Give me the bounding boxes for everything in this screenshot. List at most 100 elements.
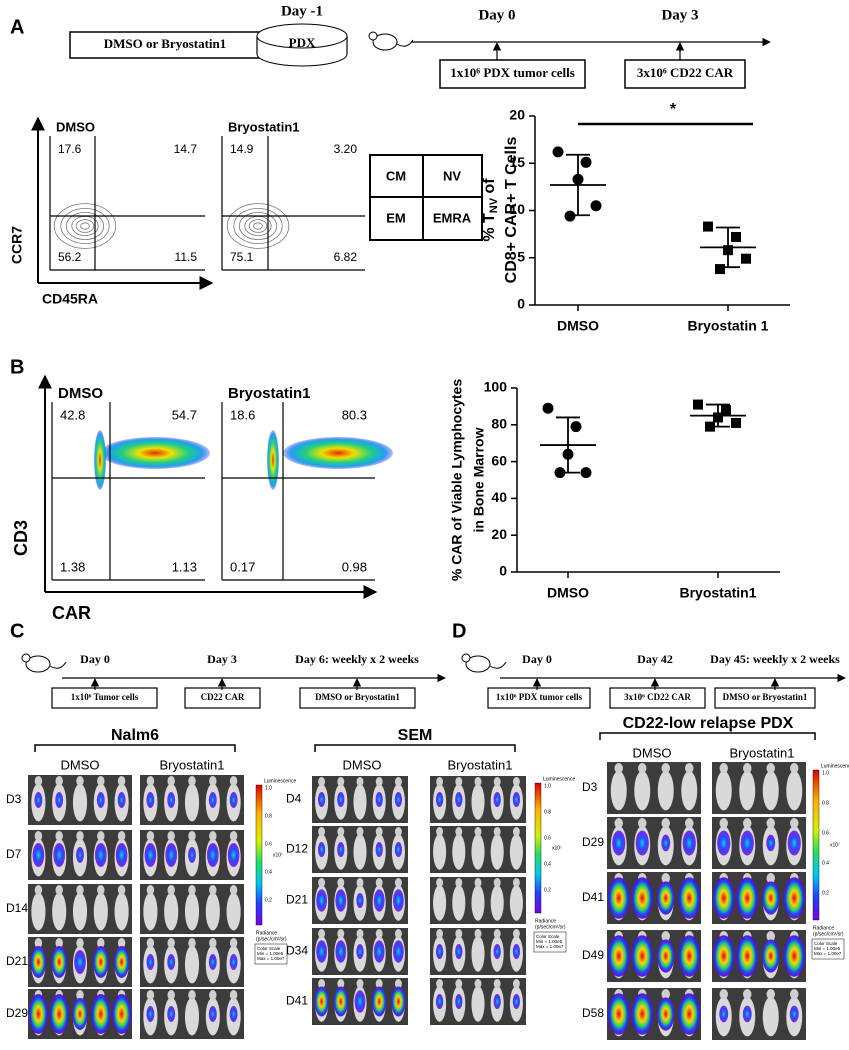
mouse <box>394 776 402 787</box>
colorbar-unit: Radiance <box>256 930 277 936</box>
group-label: DMSO <box>61 757 100 772</box>
quadrant-value: 0.17 <box>230 559 255 574</box>
signal <box>167 792 176 808</box>
mouse <box>188 938 196 948</box>
signal <box>393 889 404 912</box>
mouse <box>337 978 345 989</box>
quadrant-value: 17.6 <box>58 142 82 156</box>
signal <box>393 940 404 963</box>
signal <box>435 791 444 808</box>
signal <box>91 994 111 1034</box>
signal <box>736 935 759 977</box>
signal <box>657 939 675 973</box>
signal <box>93 946 109 978</box>
day-label: Day 3 <box>661 7 698 23</box>
signal <box>455 943 463 960</box>
colorbar-unit: (p/sec/cm²/sr) <box>256 936 287 942</box>
mouse <box>34 776 43 786</box>
contour <box>248 219 268 233</box>
mouse <box>610 770 627 811</box>
key-text: EMRA <box>433 210 472 225</box>
y-tick-label: 20 <box>491 526 507 542</box>
group-label: Bryostatin1 <box>159 757 224 772</box>
colorbar-tick: 0.6 <box>265 841 272 847</box>
y-axis-label: % TNV of <box>481 178 500 242</box>
signal <box>356 943 364 960</box>
colorbar-tick: 0.2 <box>822 890 829 896</box>
mouse <box>93 892 108 931</box>
day-label: D21 <box>286 893 308 907</box>
mouse <box>114 892 129 931</box>
mouse <box>337 877 345 888</box>
colorbar-unit: Radiance <box>813 925 834 931</box>
mouse <box>146 885 155 895</box>
mouse <box>375 776 383 787</box>
mouse <box>97 831 105 841</box>
signal <box>512 993 521 1010</box>
signal <box>229 954 238 970</box>
box <box>714 687 816 709</box>
y-tick-label: 15 <box>509 154 525 170</box>
signal <box>32 843 45 867</box>
mouse <box>493 928 501 939</box>
signal <box>766 834 776 852</box>
mouse <box>685 818 694 829</box>
mouse <box>184 783 200 822</box>
signal <box>51 946 67 978</box>
bracket <box>599 732 816 740</box>
signal <box>740 830 754 856</box>
mouse <box>790 818 799 829</box>
mouse <box>634 770 651 811</box>
day-label: Day 45: weekly x 2 weeks <box>710 652 840 666</box>
signal <box>678 993 701 1035</box>
mouse-icon <box>372 33 398 51</box>
y-tick-label: 5 <box>517 248 525 264</box>
mouse <box>471 935 485 972</box>
y-tick-label: 40 <box>491 489 507 505</box>
day-label: D29 <box>6 1006 28 1020</box>
mouse <box>719 763 728 774</box>
contour <box>253 222 263 230</box>
mouse <box>167 776 175 786</box>
signal <box>607 935 630 977</box>
colorbar-tick: 1.0 <box>822 770 829 776</box>
mouse <box>661 818 670 829</box>
signal <box>719 1005 729 1023</box>
plot-title: DMSO <box>58 385 103 402</box>
signal <box>333 986 348 1017</box>
colorbar-scale: Max = 1.00e7 <box>536 944 564 949</box>
mouse <box>474 877 482 888</box>
signal <box>229 1006 238 1022</box>
colorbar-unit: (p/sec/cm²/sr) <box>535 924 566 930</box>
day-label: D12 <box>286 842 308 856</box>
signal <box>208 792 217 808</box>
mouse <box>55 831 63 841</box>
signal <box>391 986 406 1017</box>
density <box>100 437 210 469</box>
mouse <box>433 884 447 921</box>
signal <box>712 877 735 919</box>
colorbar-box <box>533 931 567 953</box>
day-label: Day 42 <box>637 652 673 666</box>
contour <box>233 207 283 244</box>
bracket <box>34 744 236 752</box>
signal <box>762 881 780 915</box>
box-text: 3x10⁶ CD22 CAR <box>637 65 734 80</box>
signal <box>335 940 347 963</box>
mouse <box>512 826 520 837</box>
box <box>439 59 586 89</box>
panel-label: A <box>10 16 24 38</box>
mouse <box>353 833 367 870</box>
density <box>94 430 106 490</box>
mouse-icon <box>396 39 414 47</box>
signal <box>76 847 84 863</box>
mouse <box>766 818 775 829</box>
mouse <box>512 978 520 989</box>
key-text: NV <box>443 168 461 183</box>
signal <box>375 841 383 858</box>
signal <box>607 877 630 919</box>
mouse <box>490 884 504 921</box>
contour <box>80 222 90 230</box>
dish <box>256 23 348 49</box>
colorbar-exponent: x10⁷ <box>273 852 283 858</box>
